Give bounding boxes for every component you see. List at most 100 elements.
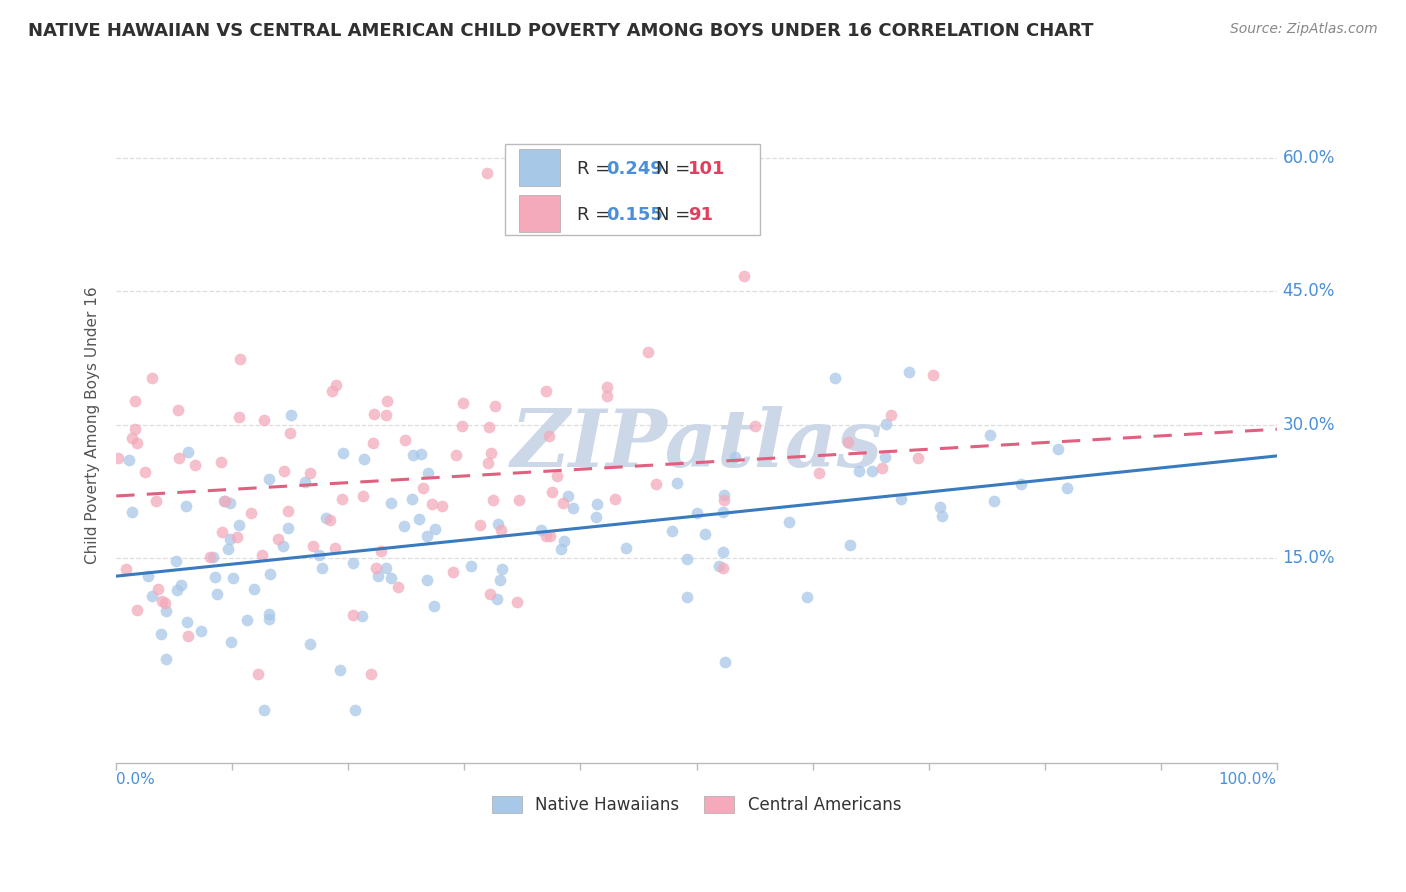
Point [145,494,167,508]
Point [645,477,668,491]
Point [880,408,903,422]
Point [184,458,207,473]
Point [713,488,735,502]
Point [200,549,222,564]
Text: NATIVE HAWAIIAN VS CENTRAL AMERICAN CHILD POVERTY AMONG BOYS UNDER 16 CORRELATIO: NATIVE HAWAIIAN VS CENTRAL AMERICAN CHIL… [28,22,1094,40]
Point [897,365,920,379]
Point [363,407,385,421]
Point [807,466,830,480]
Point [342,607,364,622]
Point [432,500,454,514]
Point [478,587,501,601]
Point [214,493,236,508]
Point [872,461,894,475]
Point [707,559,730,574]
Point [928,500,950,515]
Point [724,450,747,464]
Text: 0.155: 0.155 [606,206,662,224]
Point [508,492,530,507]
Point [477,456,499,470]
Point [478,420,501,434]
Point [416,466,439,480]
Point [240,507,263,521]
Point [211,524,233,539]
Text: 0.0%: 0.0% [117,772,155,787]
Point [374,560,396,574]
Point [711,505,734,519]
Point [219,635,242,649]
Point [280,409,302,423]
Point [676,552,699,566]
Point [482,493,505,508]
Point [277,521,299,535]
Point [848,464,870,478]
Point [250,548,273,562]
Point [141,371,163,385]
Point [666,476,689,491]
Point [491,562,513,576]
Point [444,448,467,462]
Point [538,529,561,543]
Point [273,465,295,479]
Point [409,447,432,461]
Point [342,556,364,570]
Text: 45.0%: 45.0% [1282,282,1334,301]
Point [557,489,579,503]
Point [506,594,529,608]
Point [141,589,163,603]
Text: 0.249: 0.249 [606,161,662,178]
Point [236,613,259,627]
Point [202,549,225,564]
Point [408,512,430,526]
Point [661,524,683,538]
Point [553,496,575,510]
Point [209,454,232,468]
Point [460,558,482,573]
Point [1046,442,1069,456]
Point [875,417,897,431]
Text: N =: N = [657,206,696,224]
Point [375,393,398,408]
Point [380,570,402,584]
Point [603,491,626,506]
Point [401,491,423,506]
Point [695,526,717,541]
Point [873,450,896,464]
Point [170,578,193,592]
Point [332,446,354,460]
Point [152,594,174,608]
Text: 91: 91 [689,206,713,224]
Point [350,609,373,624]
Point [267,532,290,546]
Text: R =: R = [576,161,616,178]
Point [824,371,846,385]
Point [352,489,374,503]
Point [361,435,384,450]
Point [526,202,548,217]
Point [319,513,342,527]
Point [166,554,188,568]
Text: 60.0%: 60.0% [1282,149,1334,167]
Point [259,472,281,486]
Point [155,651,177,665]
Point [778,516,800,530]
Point [541,485,564,500]
Point [451,396,474,410]
FancyBboxPatch shape [505,144,761,235]
Text: 100.0%: 100.0% [1219,772,1277,787]
Text: ZIPatlas: ZIPatlas [510,406,883,483]
Point [733,269,755,284]
Point [176,615,198,629]
Point [207,587,229,601]
Point [422,497,444,511]
Point [177,629,200,643]
Point [217,541,239,556]
Point [485,592,508,607]
Point [530,523,553,537]
Point [212,494,235,508]
Point [222,571,245,585]
Point [136,569,159,583]
Point [219,532,242,546]
Y-axis label: Child Poverty Among Boys Under 16: Child Poverty Among Boys Under 16 [86,286,100,564]
Point [366,561,388,575]
